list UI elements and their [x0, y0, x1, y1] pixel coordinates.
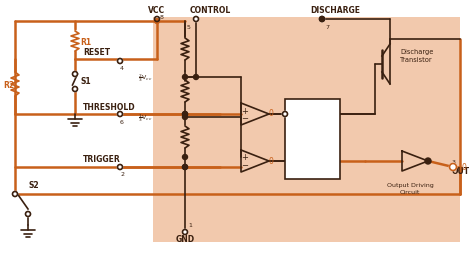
Circle shape [193, 18, 199, 22]
Text: 7: 7 [325, 24, 329, 29]
Text: S2: S2 [28, 180, 38, 189]
Circle shape [182, 115, 188, 120]
Circle shape [319, 18, 325, 22]
Circle shape [155, 19, 159, 24]
Text: S1: S1 [80, 77, 91, 86]
Circle shape [118, 112, 122, 117]
Text: R2: R2 [3, 80, 14, 89]
Text: THRESHOLD: THRESHOLD [83, 103, 136, 112]
Circle shape [118, 165, 122, 170]
Text: R1: R1 [80, 37, 91, 46]
Circle shape [182, 155, 188, 160]
Circle shape [26, 212, 30, 217]
Circle shape [12, 192, 18, 197]
Text: 0: 0 [462, 163, 467, 172]
Circle shape [73, 72, 78, 77]
Circle shape [73, 87, 78, 92]
Circle shape [118, 59, 122, 64]
Text: Discharge: Discharge [400, 49, 433, 55]
Text: +: + [242, 106, 248, 115]
Text: Transistor: Transistor [400, 57, 433, 63]
Text: $\frac{2}{3}$V$_{cc}$: $\frac{2}{3}$V$_{cc}$ [138, 72, 153, 84]
Text: VCC: VCC [148, 6, 165, 14]
Circle shape [182, 165, 188, 170]
Text: R: R [289, 109, 297, 120]
Text: S: S [290, 157, 297, 167]
Text: Circuit: Circuit [400, 190, 420, 195]
Text: −: − [241, 161, 248, 170]
Circle shape [182, 112, 188, 117]
Text: 8: 8 [160, 14, 164, 19]
Bar [153, 18, 460, 242]
Text: 6: 6 [120, 119, 124, 124]
Text: Output Driving: Output Driving [387, 182, 433, 187]
Text: 1: 1 [188, 223, 192, 228]
Circle shape [449, 164, 456, 171]
Circle shape [182, 75, 188, 80]
Text: RESET: RESET [83, 47, 110, 56]
Text: $\overline{Q}$: $\overline{Q}$ [327, 154, 337, 170]
Circle shape [193, 75, 199, 80]
Circle shape [319, 18, 325, 22]
Circle shape [182, 230, 188, 235]
Text: CONTROL: CONTROL [190, 6, 231, 14]
Text: 0: 0 [269, 156, 273, 165]
Text: −: − [241, 114, 248, 123]
Text: TRIGGER: TRIGGER [83, 155, 121, 164]
Circle shape [283, 112, 288, 117]
Text: 4: 4 [120, 66, 124, 71]
Text: 2: 2 [120, 172, 124, 177]
Circle shape [155, 18, 159, 22]
Text: GND: GND [175, 235, 194, 244]
Bar [285, 100, 340, 179]
Text: DISCHARGE: DISCHARGE [310, 6, 360, 14]
Circle shape [182, 165, 188, 170]
Text: +: + [242, 153, 248, 162]
Circle shape [425, 158, 431, 164]
Text: 5: 5 [186, 24, 190, 29]
Text: $\frac{1}{3}$V$_{cc}$: $\frac{1}{3}$V$_{cc}$ [138, 112, 153, 123]
Text: OUT: OUT [452, 167, 470, 176]
Text: 0: 0 [269, 109, 273, 118]
Text: Q: Q [328, 109, 336, 120]
Text: 3: 3 [452, 159, 456, 164]
Circle shape [182, 112, 188, 117]
